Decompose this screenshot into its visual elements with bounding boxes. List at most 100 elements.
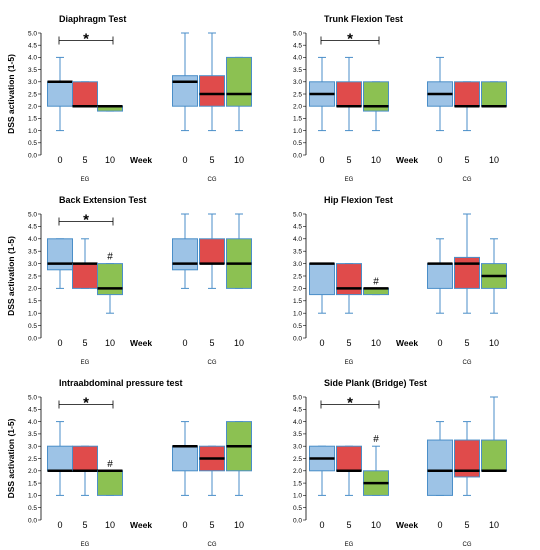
week-tick-label: 5 bbox=[346, 520, 351, 530]
box-cg-week-10 bbox=[481, 439, 507, 472]
box-eg-week-5 bbox=[336, 263, 362, 296]
group-label: EG bbox=[81, 542, 90, 548]
box-cg-week-0 bbox=[172, 445, 198, 472]
y-tick-label: 0.5 bbox=[28, 140, 37, 147]
y-tick-label: 1.0 bbox=[28, 128, 37, 135]
week-tick-label: 5 bbox=[209, 338, 214, 348]
group-label: EG bbox=[81, 177, 90, 183]
y-tick-label: 1.5 bbox=[28, 298, 37, 305]
significance-star: * bbox=[83, 212, 89, 229]
y-tick-label: 3.0 bbox=[28, 261, 37, 268]
box-eg-week-5 bbox=[72, 445, 98, 472]
week-tick-label: 5 bbox=[464, 520, 469, 530]
group-label: CG bbox=[208, 177, 217, 183]
y-tick-label: 4.5 bbox=[293, 407, 302, 414]
box-eg-week-0 bbox=[47, 445, 73, 472]
y-tick-label: 0.0 bbox=[293, 152, 302, 159]
y-axis-title: DSS activation (1-5) bbox=[6, 236, 16, 316]
week-tick-label: 0 bbox=[57, 338, 62, 348]
week-axis-label: Week bbox=[130, 520, 152, 530]
week-tick-label: 10 bbox=[234, 338, 244, 348]
y-tick-label: 5.0 bbox=[28, 30, 37, 37]
y-tick-label: 4.0 bbox=[293, 236, 302, 243]
y-tick-label: 2.0 bbox=[293, 104, 302, 111]
group-label: CG bbox=[463, 360, 472, 366]
y-tick-label: 4.0 bbox=[293, 419, 302, 426]
box-eg-week-0 bbox=[309, 263, 335, 296]
significance-star: * bbox=[347, 395, 353, 412]
week-tick-label: 10 bbox=[489, 520, 499, 530]
y-tick-label: 4.5 bbox=[28, 224, 37, 231]
week-axis-label: Week bbox=[130, 338, 152, 348]
group-label: CG bbox=[208, 360, 217, 366]
group-label: CG bbox=[463, 542, 472, 548]
box-cg-week-5 bbox=[199, 75, 225, 107]
week-axis-label: Week bbox=[130, 155, 152, 165]
y-tick-label: 3.0 bbox=[293, 261, 302, 268]
panel-title: Hip Flexion Test bbox=[324, 195, 393, 205]
y-tick-label: 3.0 bbox=[293, 444, 302, 451]
box-eg-week-5 bbox=[336, 81, 362, 107]
week-tick-label: 10 bbox=[371, 520, 381, 530]
y-tick-label: 4.5 bbox=[28, 407, 37, 414]
y-tick-label: 2.0 bbox=[293, 286, 302, 293]
box-eg-week-0 bbox=[47, 238, 73, 271]
panel-title: Diaphragm Test bbox=[59, 14, 126, 24]
y-tick-label: 3.5 bbox=[28, 67, 37, 74]
box-cg-week-5 bbox=[199, 238, 225, 265]
y-tick-label: 0.5 bbox=[293, 323, 302, 330]
week-tick-label: 5 bbox=[346, 338, 351, 348]
box-cg-week-0 bbox=[427, 263, 453, 289]
y-tick-label: 3.5 bbox=[293, 67, 302, 74]
y-tick-label: 3.5 bbox=[28, 249, 37, 256]
y-tick-label: 2.5 bbox=[293, 91, 302, 98]
week-tick-label: 0 bbox=[182, 520, 187, 530]
y-tick-label: 1.5 bbox=[293, 298, 302, 305]
box-cg-week-10 bbox=[481, 81, 507, 107]
group-label: EG bbox=[345, 177, 354, 183]
significance-hash: # bbox=[107, 459, 113, 470]
group-label: CG bbox=[463, 177, 472, 183]
significance-star: * bbox=[83, 31, 89, 48]
week-axis-label: Week bbox=[396, 155, 418, 165]
y-tick-label: 4.5 bbox=[293, 43, 302, 50]
box-eg-week-5 bbox=[72, 81, 98, 107]
y-tick-label: 0.0 bbox=[28, 152, 37, 159]
y-tick-label: 2.5 bbox=[28, 91, 37, 98]
box-cg-week-10 bbox=[226, 56, 252, 107]
y-tick-label: 1.0 bbox=[293, 128, 302, 135]
week-tick-label: 0 bbox=[437, 338, 442, 348]
y-tick-label: 4.0 bbox=[293, 55, 302, 62]
box-cg-week-5 bbox=[454, 81, 480, 107]
y-tick-label: 1.5 bbox=[28, 480, 37, 487]
y-tick-label: 0.0 bbox=[28, 335, 37, 342]
y-tick-label: 1.5 bbox=[28, 116, 37, 123]
week-tick-label: 10 bbox=[105, 155, 115, 165]
y-tick-label: 3.5 bbox=[28, 431, 37, 438]
week-tick-label: 10 bbox=[371, 155, 381, 165]
y-tick-label: 1.0 bbox=[28, 311, 37, 318]
y-tick-label: 4.0 bbox=[28, 419, 37, 426]
week-tick-label: 0 bbox=[319, 520, 324, 530]
panel-title: Intraabdominal pressure test bbox=[59, 378, 183, 388]
week-axis-label: Week bbox=[396, 520, 418, 530]
y-tick-label: 1.0 bbox=[293, 311, 302, 318]
week-tick-label: 5 bbox=[464, 155, 469, 165]
y-tick-label: 2.5 bbox=[293, 456, 302, 463]
y-tick-label: 2.5 bbox=[28, 456, 37, 463]
week-tick-label: 10 bbox=[234, 520, 244, 530]
week-tick-label: 10 bbox=[105, 338, 115, 348]
box-eg-week-10 bbox=[97, 470, 123, 496]
y-tick-label: 2.0 bbox=[293, 468, 302, 475]
group-label: CG bbox=[208, 542, 217, 548]
y-axis-title: DSS activation (1-5) bbox=[6, 54, 16, 134]
week-tick-label: 10 bbox=[371, 338, 381, 348]
week-tick-label: 5 bbox=[464, 338, 469, 348]
y-tick-label: 1.0 bbox=[28, 493, 37, 500]
y-tick-label: 0.0 bbox=[28, 517, 37, 524]
y-tick-label: 3.0 bbox=[28, 79, 37, 86]
week-tick-label: 0 bbox=[57, 155, 62, 165]
y-tick-label: 3.5 bbox=[293, 249, 302, 256]
box-cg-week-0 bbox=[427, 439, 453, 496]
